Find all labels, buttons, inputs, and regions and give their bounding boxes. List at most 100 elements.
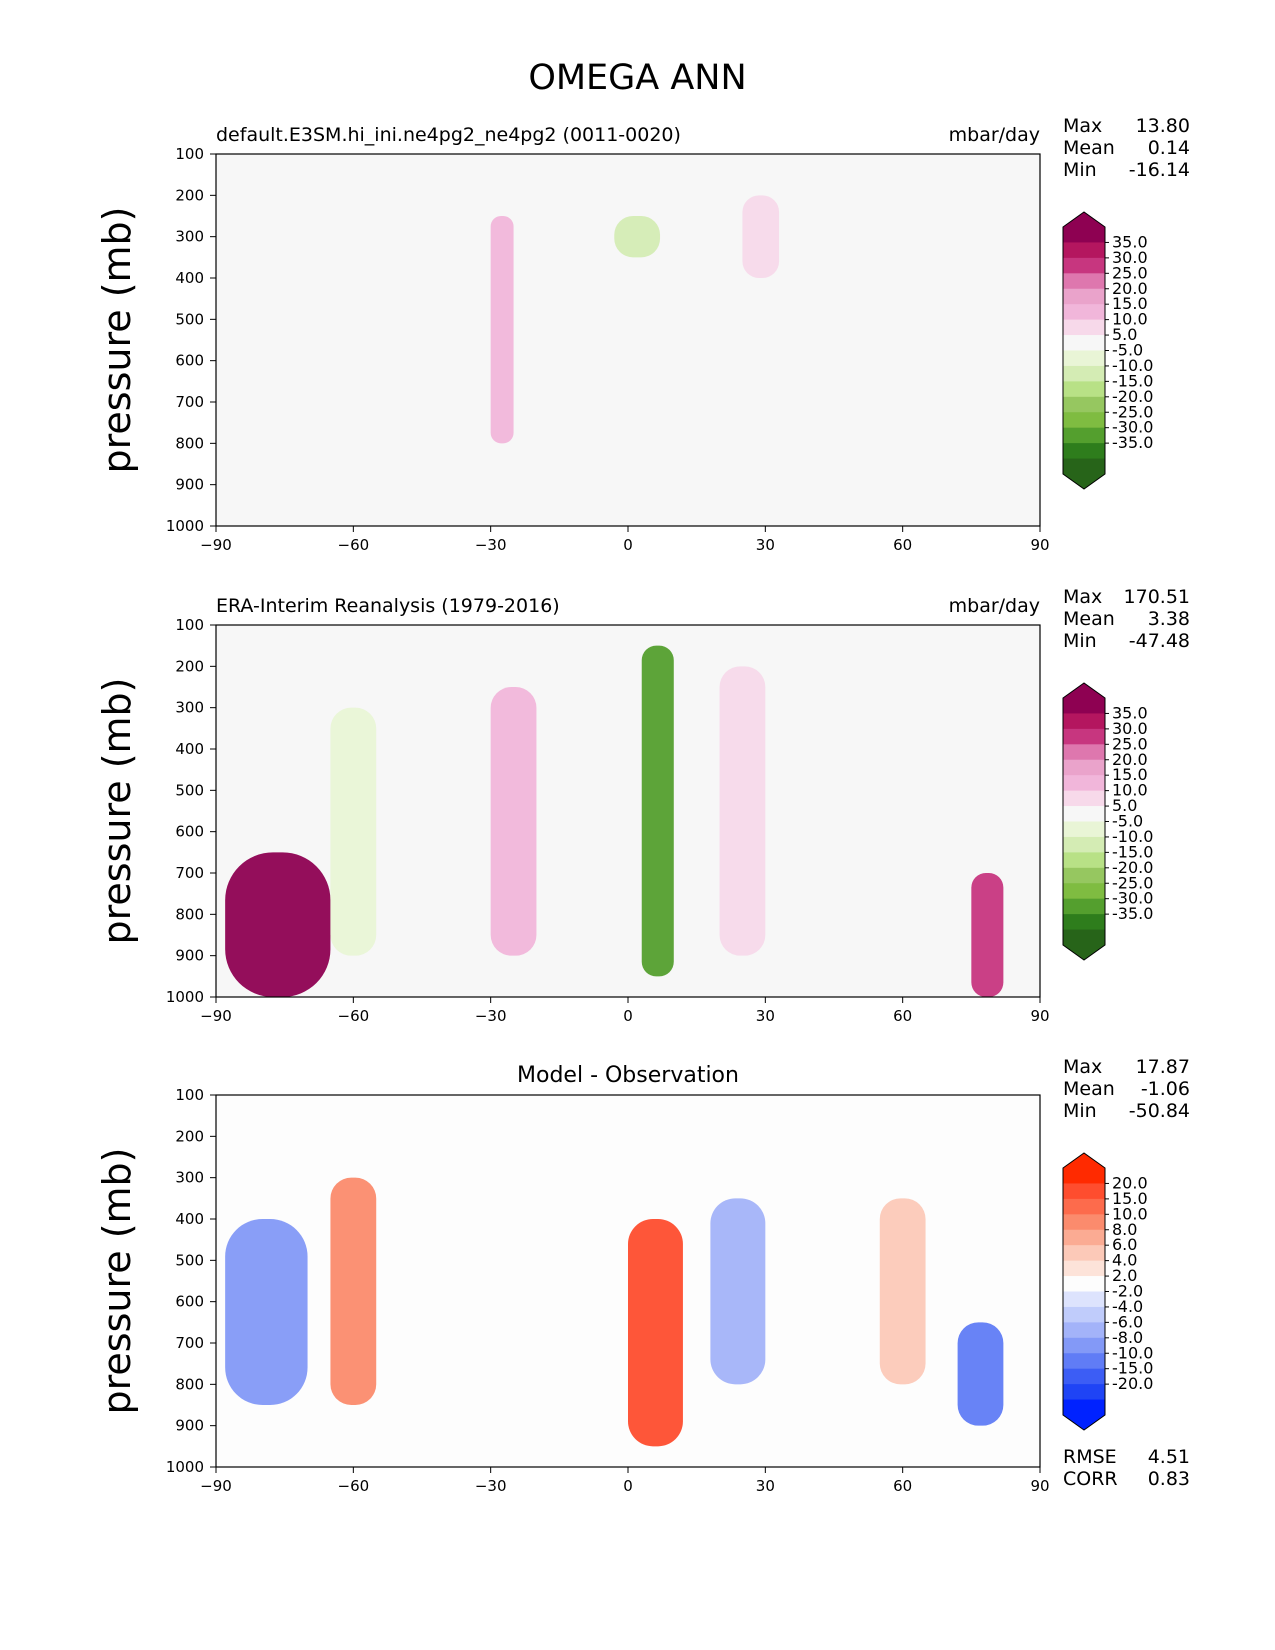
stat-value: -47.48 <box>1129 630 1190 652</box>
colorbar-tick-label: -10.0 <box>1112 1343 1153 1362</box>
y-tick-label: 800 <box>175 905 204 923</box>
y-tick-label: 700 <box>175 393 204 411</box>
data-region <box>641 645 674 977</box>
colorbar-tick-label: -15.0 <box>1112 1359 1153 1378</box>
x-tick-label: −30 <box>475 536 507 554</box>
panel-units: mbar/day <box>949 595 1040 617</box>
colorbar-segment <box>1063 867 1105 884</box>
colorbar-tick-label: -5.0 <box>1112 341 1143 360</box>
y-tick-label: 700 <box>175 1334 204 1352</box>
colorbar-segment <box>1063 821 1105 838</box>
colorbar-tick-label: -4.0 <box>1112 1297 1143 1316</box>
stat-label: Min <box>1063 1100 1097 1122</box>
colorbar-tick-label: -35.0 <box>1112 904 1153 923</box>
data-region <box>490 687 537 956</box>
y-tick-label: 500 <box>175 1251 204 1269</box>
data-regions <box>225 1177 1004 1447</box>
x-tick-label: −60 <box>338 536 370 554</box>
colorbar-segment <box>1063 790 1105 807</box>
colorbar-outline <box>1062 682 1106 961</box>
data-region <box>330 1177 377 1405</box>
x-tick-label: 90 <box>1030 1007 1049 1025</box>
colorbar-segment <box>1063 257 1105 274</box>
colorbar-segment <box>1063 698 1105 714</box>
colorbar: 20.015.010.08.06.04.02.0-2.0-4.0-6.0-8.0… <box>1062 1152 1153 1431</box>
colorbar-segment <box>1063 396 1105 413</box>
x-tick-label: 60 <box>893 536 912 554</box>
data-region <box>225 1219 308 1405</box>
colorbar-segment <box>1063 365 1105 382</box>
stat-value: 17.87 <box>1136 1056 1190 1078</box>
colorbar-tick-label: 20.0 <box>1112 279 1148 298</box>
colorbar-segment <box>1063 1384 1105 1401</box>
colorbar-tick-label: 15.0 <box>1112 294 1148 313</box>
y-tick-label: 1000 <box>166 517 204 535</box>
colorbar-tick-label: -6.0 <box>1112 1312 1143 1331</box>
colorbar-segment <box>1063 1260 1105 1277</box>
data-region <box>614 216 661 258</box>
colorbar-tick-label: -15.0 <box>1112 371 1153 390</box>
y-tick-label: 400 <box>175 269 204 287</box>
colorbar-segment <box>1063 350 1105 367</box>
data-region <box>742 195 780 278</box>
colorbar-tick-label: -10.0 <box>1112 827 1153 846</box>
colorbar-tick-label: 5.0 <box>1112 796 1137 815</box>
colorbar-segment <box>1063 1322 1105 1339</box>
stat-label: Max <box>1063 586 1102 608</box>
colorbar-tick-label: -20.0 <box>1112 858 1153 877</box>
y-tick-label: 900 <box>175 947 204 965</box>
colorbar-extend-bottom <box>1063 1415 1105 1430</box>
colorbar-segment <box>1063 1168 1105 1184</box>
colorbar-segment <box>1063 1368 1105 1385</box>
colorbar-segment <box>1063 242 1105 259</box>
stat-label: Mean <box>1063 1078 1115 1100</box>
stat-label: Min <box>1063 159 1097 181</box>
stat-value: 170.51 <box>1124 586 1190 608</box>
colorbar-segment <box>1063 273 1105 290</box>
colorbar-segment <box>1063 1229 1105 1246</box>
y-tick-label: 700 <box>175 864 204 882</box>
colorbar-segment <box>1063 1399 1105 1416</box>
y-tick-label: 600 <box>175 823 204 841</box>
y-tick-label: 800 <box>175 434 204 452</box>
x-tick-label: 30 <box>756 1007 775 1025</box>
colorbar-tick-label: 6.0 <box>1112 1235 1137 1254</box>
plot-area <box>216 154 1040 526</box>
panel-title: Model - Observation <box>517 1063 739 1088</box>
colorbar-outline <box>1062 1152 1106 1431</box>
colorbar-segment <box>1063 914 1105 931</box>
y-tick-label: 400 <box>175 1210 204 1228</box>
colorbar: 35.030.025.020.015.010.05.0-5.0-10.0-15.… <box>1062 682 1153 961</box>
colorbar-segment <box>1063 898 1105 915</box>
colorbar-segment <box>1063 836 1105 853</box>
colorbar-tick-label: -10.0 <box>1112 356 1153 375</box>
x-tick-label: −90 <box>200 1477 232 1495</box>
colorbar-segment <box>1063 1337 1105 1354</box>
colorbar-tick-label: 5.0 <box>1112 325 1137 344</box>
colorbar-segment <box>1063 883 1105 900</box>
colorbar-segment <box>1063 1276 1105 1292</box>
colorbar-tick-label: 15.0 <box>1112 765 1148 784</box>
data-region <box>719 666 766 956</box>
y-tick-label: 200 <box>175 1127 204 1145</box>
y-tick-label: 300 <box>175 228 204 246</box>
data-region <box>628 1219 683 1447</box>
x-tick-label: −60 <box>338 1477 370 1495</box>
stat-label: Max <box>1063 115 1102 137</box>
data-region <box>710 1198 766 1385</box>
colorbar-tick-label: 20.0 <box>1112 1173 1148 1192</box>
x-tick-label: −30 <box>475 1007 507 1025</box>
x-tick-label: 30 <box>756 536 775 554</box>
colorbar-segment <box>1063 304 1105 321</box>
y-tick-label: 500 <box>175 310 204 328</box>
data-region <box>957 1322 1004 1426</box>
colorbar-segment <box>1063 458 1105 475</box>
colorbar-tick-label: 10.0 <box>1112 310 1148 329</box>
data-region <box>225 852 331 997</box>
colorbar-segment <box>1063 412 1105 429</box>
data-region <box>971 873 1004 997</box>
colorbar-tick-label: -25.0 <box>1112 402 1153 421</box>
colorbar-tick-label: -20.0 <box>1112 387 1153 406</box>
y-tick-label: 800 <box>175 1375 204 1393</box>
